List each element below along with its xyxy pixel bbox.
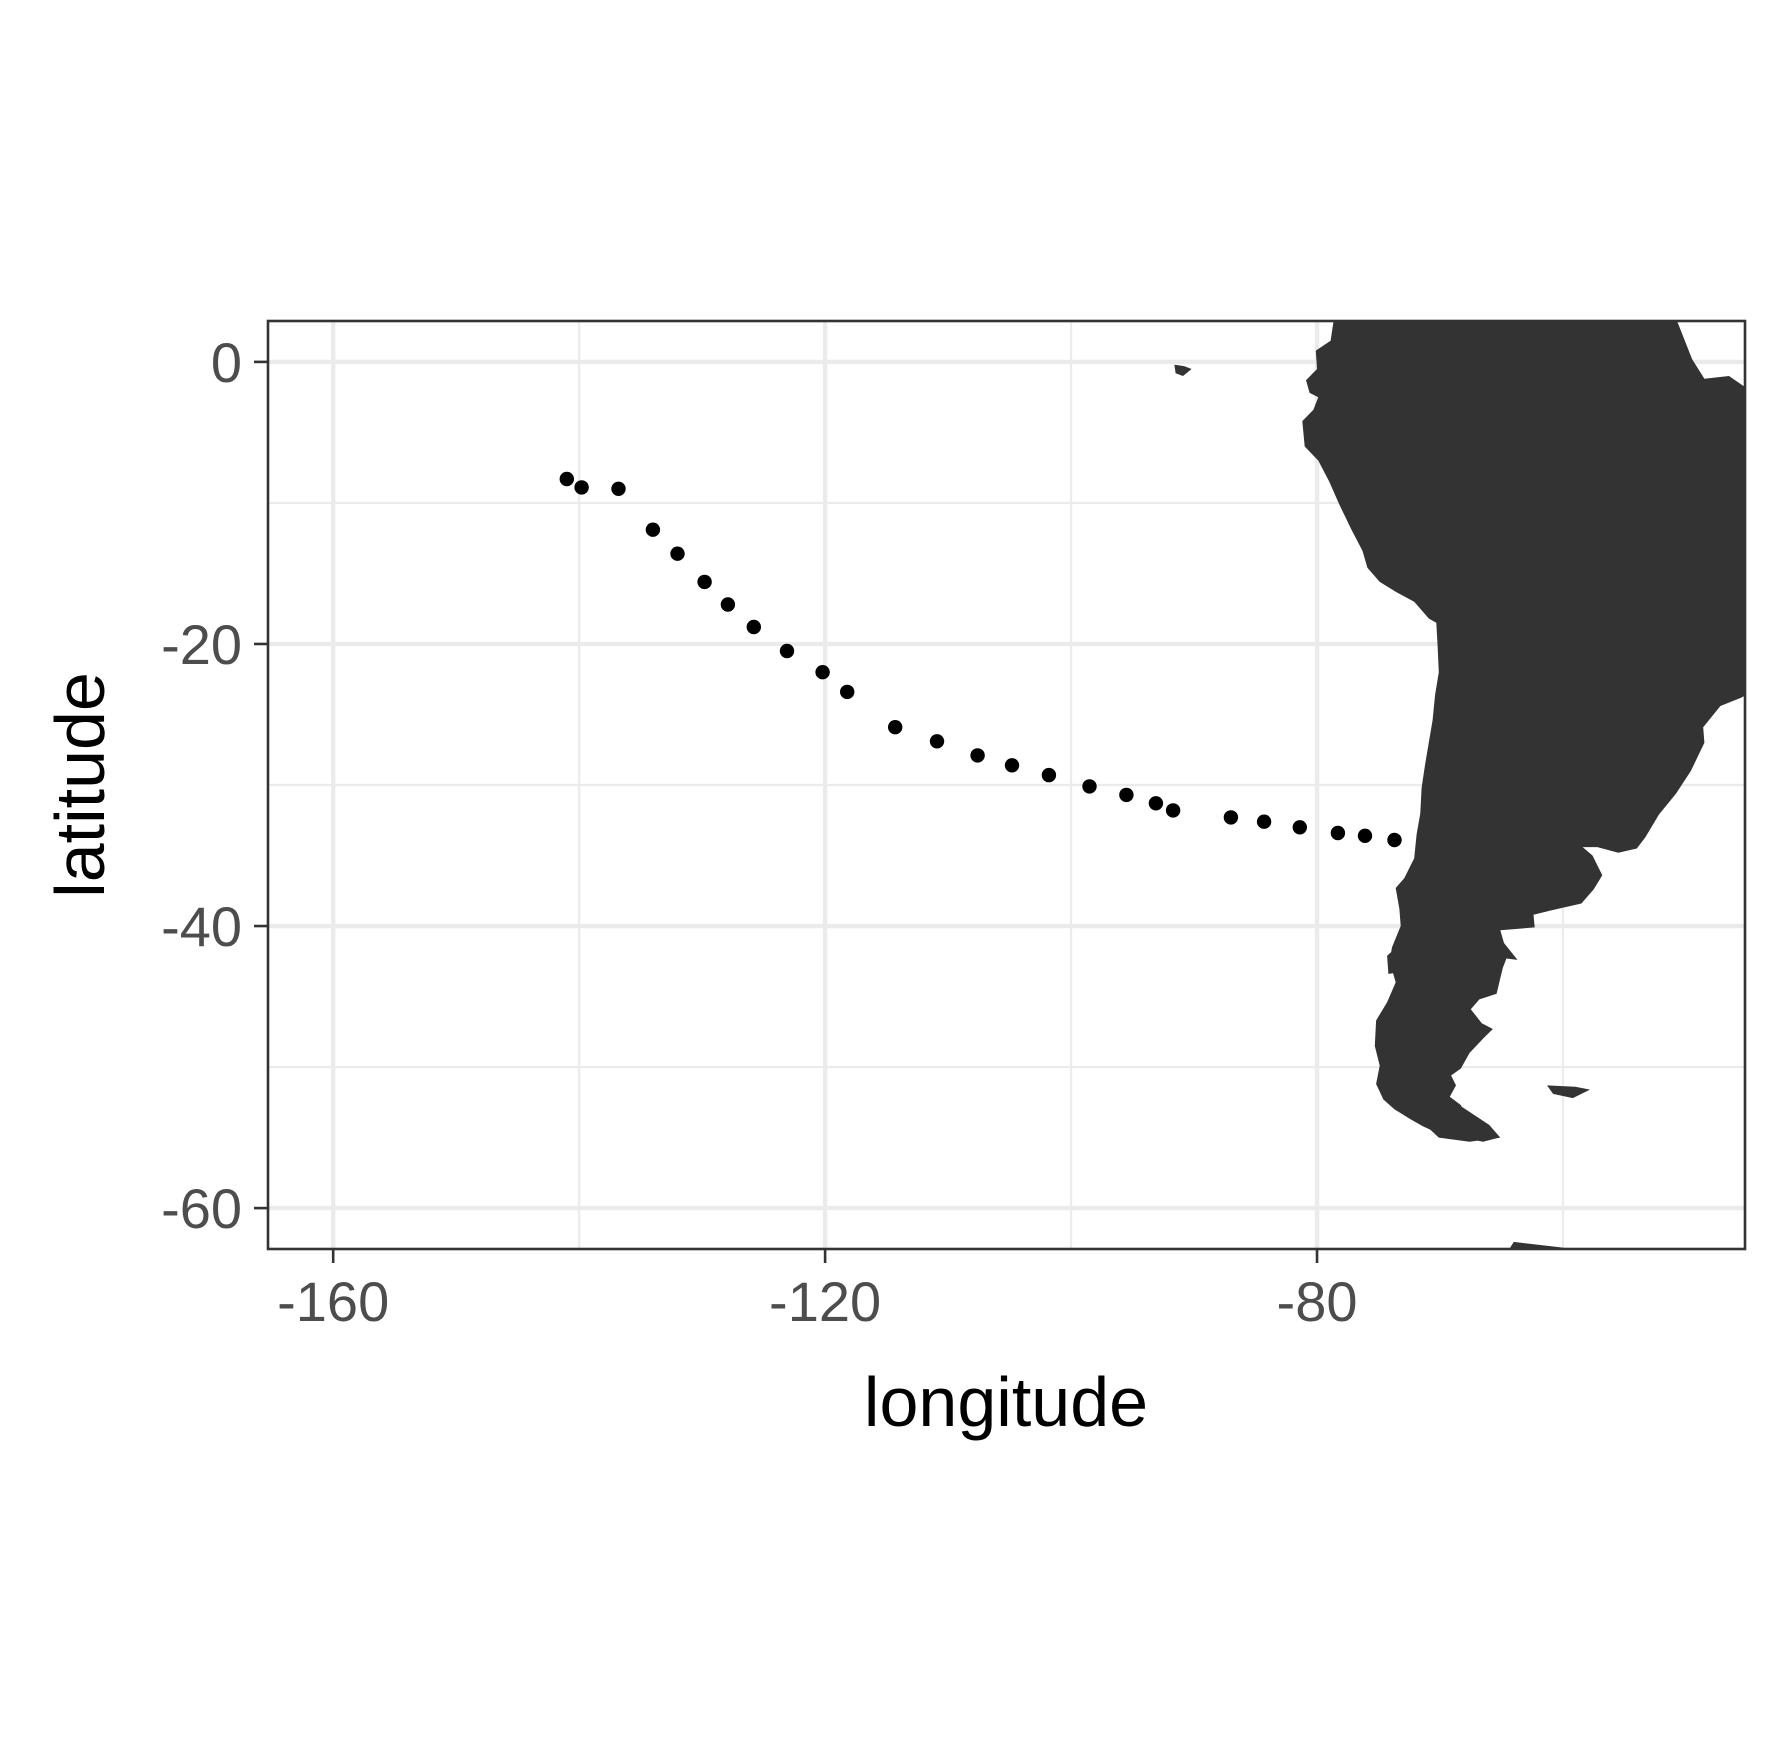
island (1174, 364, 1192, 376)
x-axis-ticks: -160 -120 -80 (277, 1249, 1357, 1333)
track-point (815, 665, 830, 680)
land-layer (1174, 321, 1745, 1249)
track-point (1256, 814, 1272, 829)
track-point (779, 643, 795, 659)
track-point (1082, 779, 1097, 794)
south-america-mainland (1302, 321, 1745, 1142)
track-point (1148, 796, 1164, 811)
y-tick-label: -60 (161, 1177, 242, 1240)
track-point (1330, 825, 1346, 841)
y-tick-label: -20 (161, 613, 242, 676)
track-point (1387, 832, 1402, 848)
y-axis-ticks: 0 -20 -40 -60 (161, 331, 268, 1240)
y-tick-label: 0 (211, 331, 242, 394)
track-point (559, 471, 574, 487)
track-point (888, 720, 903, 735)
track-point (1292, 820, 1308, 835)
track-point (1223, 810, 1239, 825)
track-point (720, 597, 736, 612)
track-point (970, 748, 985, 763)
x-tick-label: -80 (1277, 1270, 1358, 1333)
track-point (611, 481, 626, 496)
track-point (1357, 828, 1373, 843)
track-point (1041, 767, 1057, 783)
track-point (645, 522, 661, 537)
island (1387, 951, 1397, 974)
track-point (1119, 787, 1134, 803)
track-point (929, 734, 945, 749)
track-point (574, 480, 589, 495)
x-tick-label: -120 (769, 1270, 881, 1333)
track-point (697, 574, 712, 590)
island (1509, 1241, 1567, 1249)
track-point (746, 619, 761, 635)
track-points (559, 471, 1402, 848)
island (1547, 1085, 1590, 1099)
x-axis-title: longitude (864, 1363, 1148, 1441)
x-tick-label: -160 (277, 1270, 389, 1333)
panel-border (266, 319, 1747, 1251)
track-point (1004, 758, 1020, 773)
track-point (1165, 803, 1181, 818)
y-tick-label: -40 (161, 895, 242, 958)
track-point (840, 684, 855, 700)
island (1425, 1103, 1501, 1142)
y-axis-title: latitude (41, 672, 119, 898)
track-point (670, 546, 685, 561)
